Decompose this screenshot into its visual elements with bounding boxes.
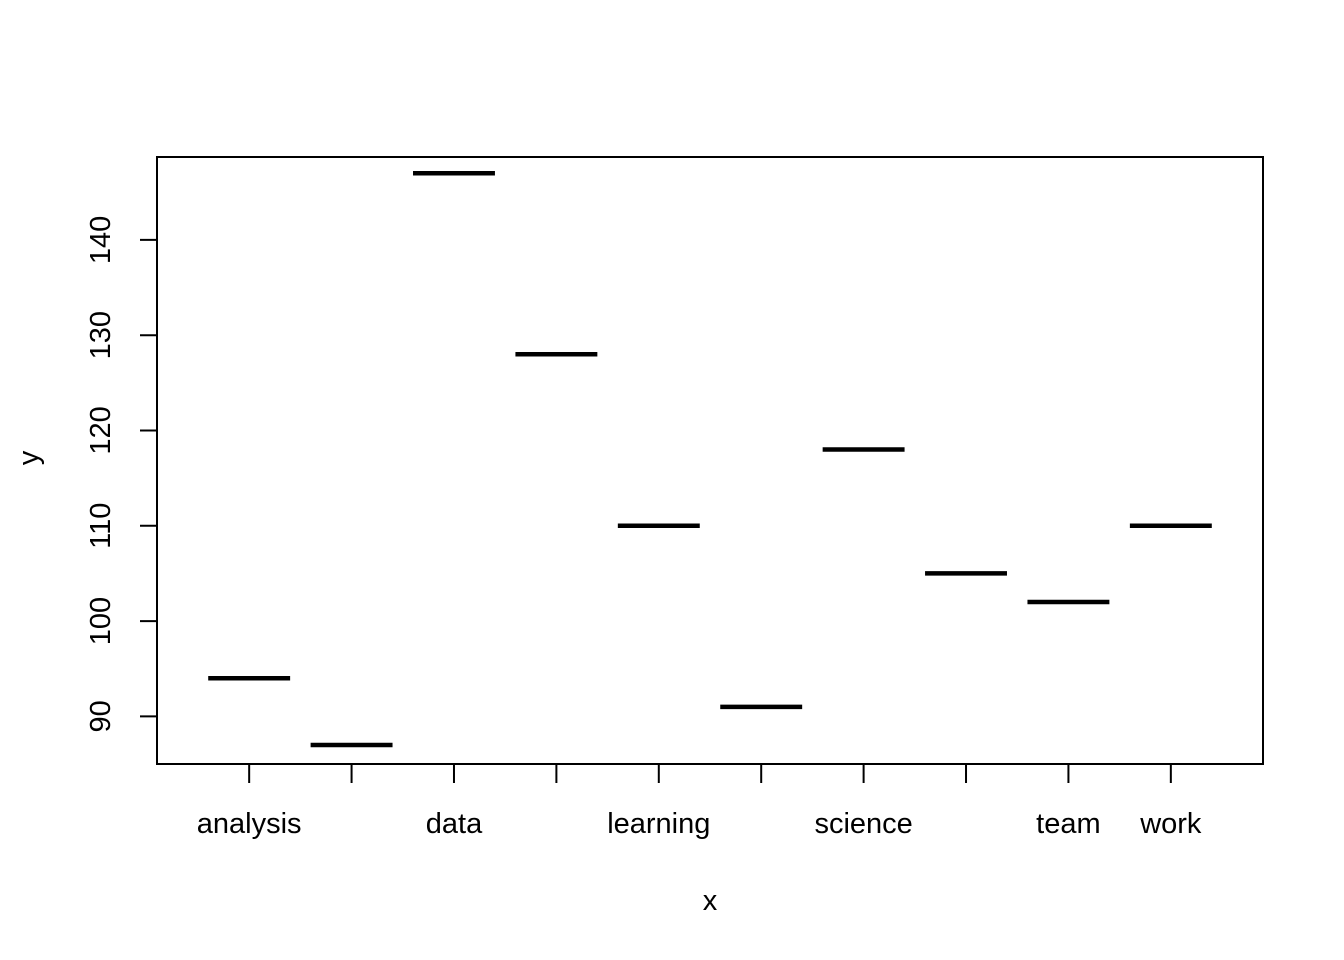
y-tick-label: 120 (85, 406, 117, 454)
x-tick-label: work (1139, 808, 1202, 840)
x-tick-label: learning (607, 808, 710, 840)
y-axis-label: y (13, 450, 45, 465)
y-tick-label: 100 (85, 597, 117, 645)
y-tick-label: 130 (85, 311, 117, 359)
x-tick-label: data (426, 808, 483, 840)
x-tick-label: science (814, 808, 912, 840)
x-tick-label: analysis (197, 808, 302, 840)
y-tick-label: 90 (85, 700, 117, 732)
plot-frame (156, 156, 1264, 765)
y-tick-label: 110 (85, 503, 117, 549)
x-axis: analysis data learning science team work (197, 763, 1202, 840)
x-tick-label: team (1036, 808, 1100, 840)
x-axis-label: x (703, 885, 718, 917)
y-axis: 90 100 110 120 130 140 (85, 216, 158, 732)
y-tick-label: 140 (85, 216, 117, 264)
data-marks (208, 170, 1212, 748)
